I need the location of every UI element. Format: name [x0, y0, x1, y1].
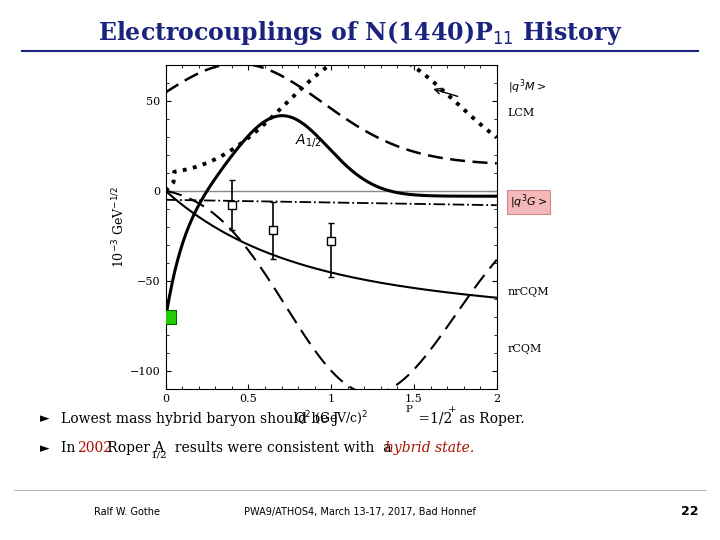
Text: $A_{1/2}$: $A_{1/2}$	[294, 132, 321, 150]
Text: rCQM: rCQM	[508, 344, 542, 354]
Text: LCM: LCM	[508, 109, 535, 118]
Text: PWA9/ATHOS4, March 13-17, 2017, Bad Honnef: PWA9/ATHOS4, March 13-17, 2017, Bad Honn…	[244, 507, 476, 517]
Text: =1/2: =1/2	[414, 411, 452, 426]
Text: 22: 22	[681, 505, 698, 518]
Text: $|q^3M>$: $|q^3M>$	[508, 77, 546, 96]
Text: as Roper.: as Roper.	[455, 411, 525, 426]
X-axis label: Q$^2$ (GeV/c)$^2$: Q$^2$ (GeV/c)$^2$	[294, 409, 369, 427]
Text: Electrocouplings of N(1440)P$_{11}$ History: Electrocouplings of N(1440)P$_{11}$ Hist…	[98, 19, 622, 48]
Text: ►: ►	[40, 442, 49, 455]
Text: Ralf W. Gothe: Ralf W. Gothe	[94, 507, 160, 517]
Text: Roper A: Roper A	[103, 441, 164, 455]
Y-axis label: 10$^{-3}$ GeV$^{-1/2}$: 10$^{-3}$ GeV$^{-1/2}$	[111, 186, 127, 268]
Text: results were consistent with  a: results were consistent with a	[166, 441, 395, 455]
Text: In: In	[61, 441, 80, 455]
Text: P: P	[405, 405, 413, 414]
Text: 1/2: 1/2	[150, 451, 167, 460]
Text: $|q^3G>$: $|q^3G>$	[510, 192, 547, 211]
Text: +: +	[448, 405, 456, 414]
Text: nrCQM: nrCQM	[508, 287, 549, 296]
Text: hybrid state.: hybrid state.	[385, 441, 474, 455]
Text: Lowest mass hybrid baryon should be J: Lowest mass hybrid baryon should be J	[61, 411, 338, 426]
Text: 2002: 2002	[77, 441, 112, 455]
Text: ►: ►	[40, 412, 49, 425]
